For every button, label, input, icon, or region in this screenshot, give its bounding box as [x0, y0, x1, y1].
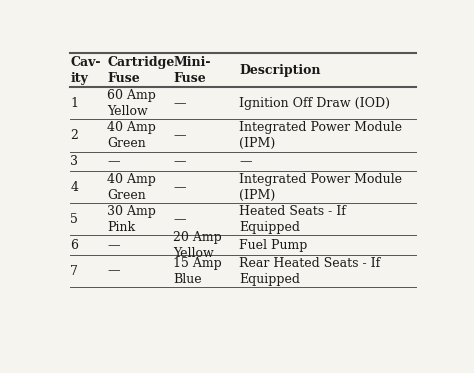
Text: Fuel Pump: Fuel Pump — [239, 239, 308, 252]
Text: —: — — [107, 155, 119, 168]
Text: 60 Amp
Yellow: 60 Amp Yellow — [107, 89, 156, 118]
Text: Mini-
Fuse: Mini- Fuse — [173, 56, 210, 85]
Text: —: — — [173, 155, 186, 168]
Text: 15 Amp
Blue: 15 Amp Blue — [173, 257, 222, 286]
Text: 4: 4 — [70, 181, 78, 194]
Text: 40 Amp
Green: 40 Amp Green — [107, 121, 156, 150]
Text: —: — — [107, 239, 119, 252]
Text: 40 Amp
Green: 40 Amp Green — [107, 173, 156, 202]
Text: —: — — [173, 97, 186, 110]
Text: 30 Amp
Pink: 30 Amp Pink — [107, 205, 156, 234]
Text: 7: 7 — [70, 264, 78, 278]
Text: —: — — [107, 264, 119, 278]
Text: 5: 5 — [70, 213, 78, 226]
Text: 6: 6 — [70, 239, 78, 252]
Text: Integrated Power Module
(IPM): Integrated Power Module (IPM) — [239, 173, 402, 202]
Text: —: — — [173, 129, 186, 142]
Text: —: — — [239, 155, 252, 168]
Text: Description: Description — [239, 64, 321, 77]
Text: —: — — [173, 213, 186, 226]
Text: —: — — [173, 181, 186, 194]
Text: Cav-
ity: Cav- ity — [70, 56, 101, 85]
Text: 20 Amp
Yellow: 20 Amp Yellow — [173, 231, 222, 260]
Text: 1: 1 — [70, 97, 78, 110]
Text: Integrated Power Module
(IPM): Integrated Power Module (IPM) — [239, 121, 402, 150]
Text: 2: 2 — [70, 129, 78, 142]
Text: Ignition Off Draw (IOD): Ignition Off Draw (IOD) — [239, 97, 390, 110]
Text: Rear Heated Seats - If
Equipped: Rear Heated Seats - If Equipped — [239, 257, 381, 286]
Text: Cartridge
Fuse: Cartridge Fuse — [107, 56, 174, 85]
Text: Heated Seats - If
Equipped: Heated Seats - If Equipped — [239, 205, 346, 234]
Text: 3: 3 — [70, 155, 78, 168]
